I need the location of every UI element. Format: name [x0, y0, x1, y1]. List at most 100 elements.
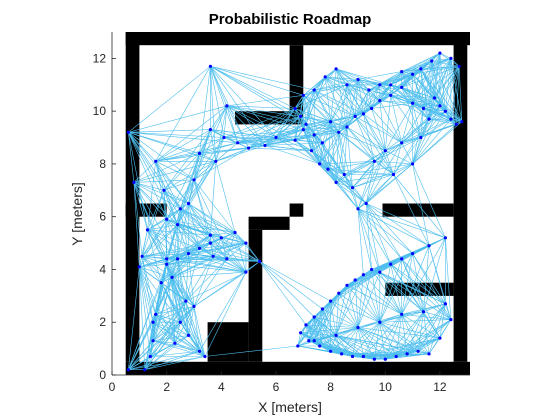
roadmap-edge [305, 89, 315, 125]
roadmap-edge [166, 264, 189, 336]
roadmap-edge [300, 327, 359, 334]
roadmap-edge [297, 345, 375, 360]
roadmap-edge [226, 95, 304, 107]
roadmap-edge [371, 263, 391, 270]
roadmap-edge [210, 161, 217, 236]
roadmap-edge [311, 134, 315, 151]
roadmap-edge [155, 66, 211, 162]
roadmap-edge [171, 242, 247, 278]
roadmap-edge [144, 356, 205, 370]
roadmap-edge [234, 232, 247, 244]
roadmap-node [329, 299, 333, 303]
roadmap-edge [379, 100, 413, 104]
roadmap-edge [423, 58, 452, 109]
roadmap-edge [303, 76, 326, 96]
roadmap-edge [155, 314, 176, 344]
roadmap-edge [324, 76, 364, 115]
roadmap-edge [379, 68, 421, 86]
roadmap-edge [363, 322, 381, 357]
roadmap-node [140, 254, 144, 258]
roadmap-node [222, 135, 226, 140]
roadmap-edge [163, 190, 167, 259]
roadmap-edge [357, 150, 386, 209]
roadmap-edge [188, 203, 236, 233]
roadmap-edge [354, 279, 381, 323]
roadmap-edge [264, 108, 296, 146]
roadmap-node [438, 51, 442, 55]
roadmap-edge [366, 163, 413, 204]
roadmap-node [203, 354, 207, 359]
x-tick-label: 2 [163, 380, 170, 394]
roadmap-edge [412, 66, 460, 75]
roadmap-edge [374, 337, 440, 360]
roadmap-node [405, 352, 409, 356]
roadmap-edge [336, 335, 408, 355]
roadmap-node [258, 259, 262, 264]
roadmap-edge [141, 208, 181, 257]
roadmap-edge [357, 327, 430, 355]
roadmap-node [345, 125, 349, 129]
roadmap-node [378, 99, 382, 103]
roadmap-edge [275, 137, 320, 165]
roadmap-edge [341, 321, 380, 355]
roadmap-node [304, 323, 308, 327]
roadmap-node [299, 331, 303, 335]
roadmap-node [208, 128, 212, 132]
roadmap-edge [423, 245, 430, 312]
roadmap-node [301, 128, 305, 132]
roadmap-edge [401, 87, 422, 138]
roadmap-edge [365, 150, 386, 204]
roadmap-edge [139, 219, 167, 267]
roadmap-edge [330, 300, 359, 328]
x-tick-label: 10 [379, 380, 393, 394]
roadmap-edge [428, 97, 435, 120]
roadmap-edge [226, 105, 238, 143]
roadmap-edge [226, 105, 296, 109]
roadmap-edge [401, 68, 421, 72]
roadmap-edge [390, 263, 446, 305]
roadmap-edge [379, 60, 432, 86]
roadmap-edge [330, 121, 348, 128]
roadmap-edge [390, 71, 402, 96]
roadmap-edge [346, 285, 381, 323]
roadmap-edge [335, 68, 364, 114]
roadmap-edge [354, 116, 375, 162]
roadmap-edge [141, 256, 154, 323]
roadmap-edge [365, 142, 402, 204]
y-tick-label: 2 [99, 315, 106, 329]
roadmap-edge [147, 224, 178, 231]
roadmap-edge [259, 261, 315, 318]
roadmap-edge [423, 97, 435, 109]
roadmap-edge [365, 161, 375, 204]
roadmap-edge [210, 242, 228, 260]
obstacle-block [382, 203, 454, 217]
roadmap-edge [204, 271, 247, 357]
roadmap-edge [155, 129, 211, 162]
roadmap-node [329, 120, 333, 124]
roadmap-edge [133, 182, 167, 260]
roadmap-edge [313, 134, 323, 144]
roadmap-edge [166, 219, 222, 239]
roadmap-edge [393, 174, 430, 246]
axes [111, 32, 470, 376]
roadmap-node [326, 167, 330, 171]
roadmap-edge [393, 142, 402, 175]
roadmap-edge [371, 269, 446, 305]
roadmap-node [126, 130, 130, 134]
roadmap-edge [352, 187, 367, 204]
roadmap-edge [210, 66, 225, 138]
roadmap-edge [210, 66, 228, 107]
roadmap-edge [163, 190, 189, 204]
roadmap-edge [319, 142, 323, 164]
roadmap-edge [128, 132, 167, 220]
roadmap-edge [371, 269, 402, 315]
roadmap-edge [141, 256, 173, 278]
roadmap-node [211, 254, 215, 258]
roadmap-edge [294, 84, 348, 109]
roadmap-edge [314, 316, 359, 328]
roadmap-node [430, 59, 434, 63]
roadmap-node [449, 117, 453, 121]
roadmap-node [143, 368, 147, 372]
roadmap-edge [352, 337, 440, 357]
roadmap-edge [363, 113, 386, 151]
